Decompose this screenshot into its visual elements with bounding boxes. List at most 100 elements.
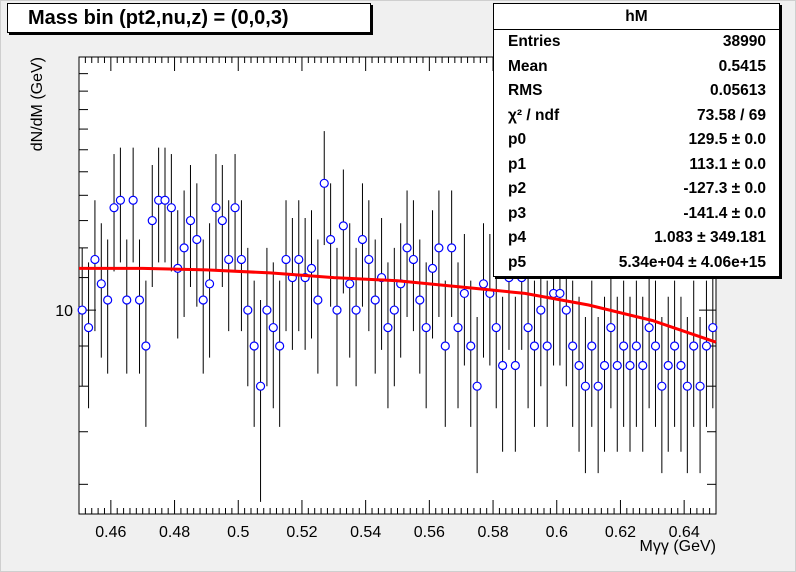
data-point <box>498 360 508 371</box>
data-point <box>109 203 119 213</box>
data-point <box>466 341 476 351</box>
data-point <box>306 263 317 273</box>
data-point <box>338 221 348 231</box>
data-point <box>185 215 196 226</box>
data-point <box>236 254 247 265</box>
data-point <box>427 263 438 273</box>
stats-value: -127.3 ± 0.0 <box>683 180 766 197</box>
stats-value: 129.5 ± 0.0 <box>688 131 766 148</box>
data-point <box>580 381 591 391</box>
stats-row: p2 -127.3 ± 0.0 <box>494 177 779 202</box>
data-point <box>83 322 94 333</box>
data-point <box>689 341 699 351</box>
data-point <box>122 295 132 305</box>
x-tick-label: 0.6 <box>546 524 568 541</box>
data-point <box>332 305 342 315</box>
stats-label: p2 <box>508 180 527 197</box>
chart-title-box: Mass bin (pt2,nu,z) = (0,0,3) <box>7 3 371 33</box>
data-point <box>204 279 215 289</box>
data-point <box>561 305 571 315</box>
data-point <box>440 341 450 351</box>
data-point <box>275 341 285 351</box>
stats-row: Entries 38990 <box>494 30 779 55</box>
data-point <box>619 341 629 351</box>
x-tick-label: 0.62 <box>605 524 636 541</box>
data-point <box>103 295 113 305</box>
stats-row: p4 1.083 ± 349.181 <box>494 226 779 251</box>
stats-value: 38990 <box>722 33 766 50</box>
data-point <box>701 341 712 351</box>
data-point <box>434 243 444 253</box>
data-point <box>198 295 208 305</box>
data-point <box>351 305 361 315</box>
stats-row: RMS 0.05613 <box>494 79 779 104</box>
x-tick-label: 0.64 <box>669 524 700 541</box>
stats-value: 1.083 ± 349.181 <box>654 229 766 246</box>
stats-value: 0.05613 <box>709 82 766 99</box>
data-point <box>593 381 603 391</box>
stats-label: χ² / ndf <box>508 106 560 124</box>
stats-value: 113.1 ± 0.0 <box>689 155 766 173</box>
data-point <box>529 341 540 351</box>
chart-title: Mass bin (pt2,nu,z) = (0,0,3) <box>28 6 289 29</box>
data-point <box>542 341 552 351</box>
data-point <box>313 295 323 305</box>
data-point <box>147 215 157 226</box>
y-axis-title: dN/dM (GeV) <box>29 57 46 151</box>
data-point <box>402 243 412 253</box>
data-point <box>555 288 565 299</box>
stats-header: hM <box>494 4 779 30</box>
data-point <box>453 322 463 333</box>
data-point <box>644 322 654 333</box>
data-point <box>134 295 145 305</box>
stats-label: p4 <box>508 229 527 246</box>
data-point <box>510 360 520 371</box>
stats-value: 5.34e+04 ± 4.06e+15 <box>618 253 766 271</box>
data-point <box>383 322 393 333</box>
data-point <box>294 254 304 265</box>
stats-label: p1 <box>508 155 527 173</box>
fit-line <box>79 266 717 344</box>
stats-label: Mean <box>508 57 548 75</box>
data-point <box>128 195 138 205</box>
data-point <box>657 381 667 391</box>
data-point <box>370 295 380 305</box>
data-point <box>357 234 368 245</box>
data-point <box>192 234 202 245</box>
stats-label: RMS <box>508 82 543 99</box>
data-point <box>421 322 431 333</box>
data-point <box>160 195 170 205</box>
data-point <box>217 215 227 226</box>
stats-row: p1 113.1 ± 0.0 <box>494 153 779 178</box>
x-axis-title: Mγγ (GeV) <box>640 538 716 555</box>
data-point <box>268 322 278 333</box>
data-point <box>599 360 610 371</box>
data-point <box>606 322 616 333</box>
data-point <box>224 254 234 265</box>
data-point <box>536 305 546 315</box>
data-point <box>166 203 176 213</box>
data-point <box>523 322 533 333</box>
data-point <box>389 305 399 315</box>
data-point <box>319 178 329 188</box>
x-tick-label: 0.5 <box>227 524 249 541</box>
data-point <box>141 341 151 351</box>
data-point <box>478 279 489 289</box>
data-point <box>415 295 425 305</box>
data-point <box>408 254 419 265</box>
x-tick-label: 0.48 <box>159 524 190 541</box>
data-point <box>77 305 87 315</box>
data-point <box>211 203 221 213</box>
data-point <box>669 341 680 351</box>
stats-value: 73.58 / 69 <box>697 106 766 124</box>
data-point <box>326 234 336 245</box>
data-point <box>663 360 673 371</box>
x-tick-label: 0.54 <box>350 524 381 541</box>
data-point <box>447 243 457 253</box>
stats-value: -141.4 ± 0.0 <box>683 204 766 222</box>
data-point <box>638 360 648 371</box>
data-point <box>676 360 686 371</box>
stats-label: p3 <box>508 204 527 222</box>
data-point <box>96 279 106 289</box>
data-point <box>243 305 253 315</box>
